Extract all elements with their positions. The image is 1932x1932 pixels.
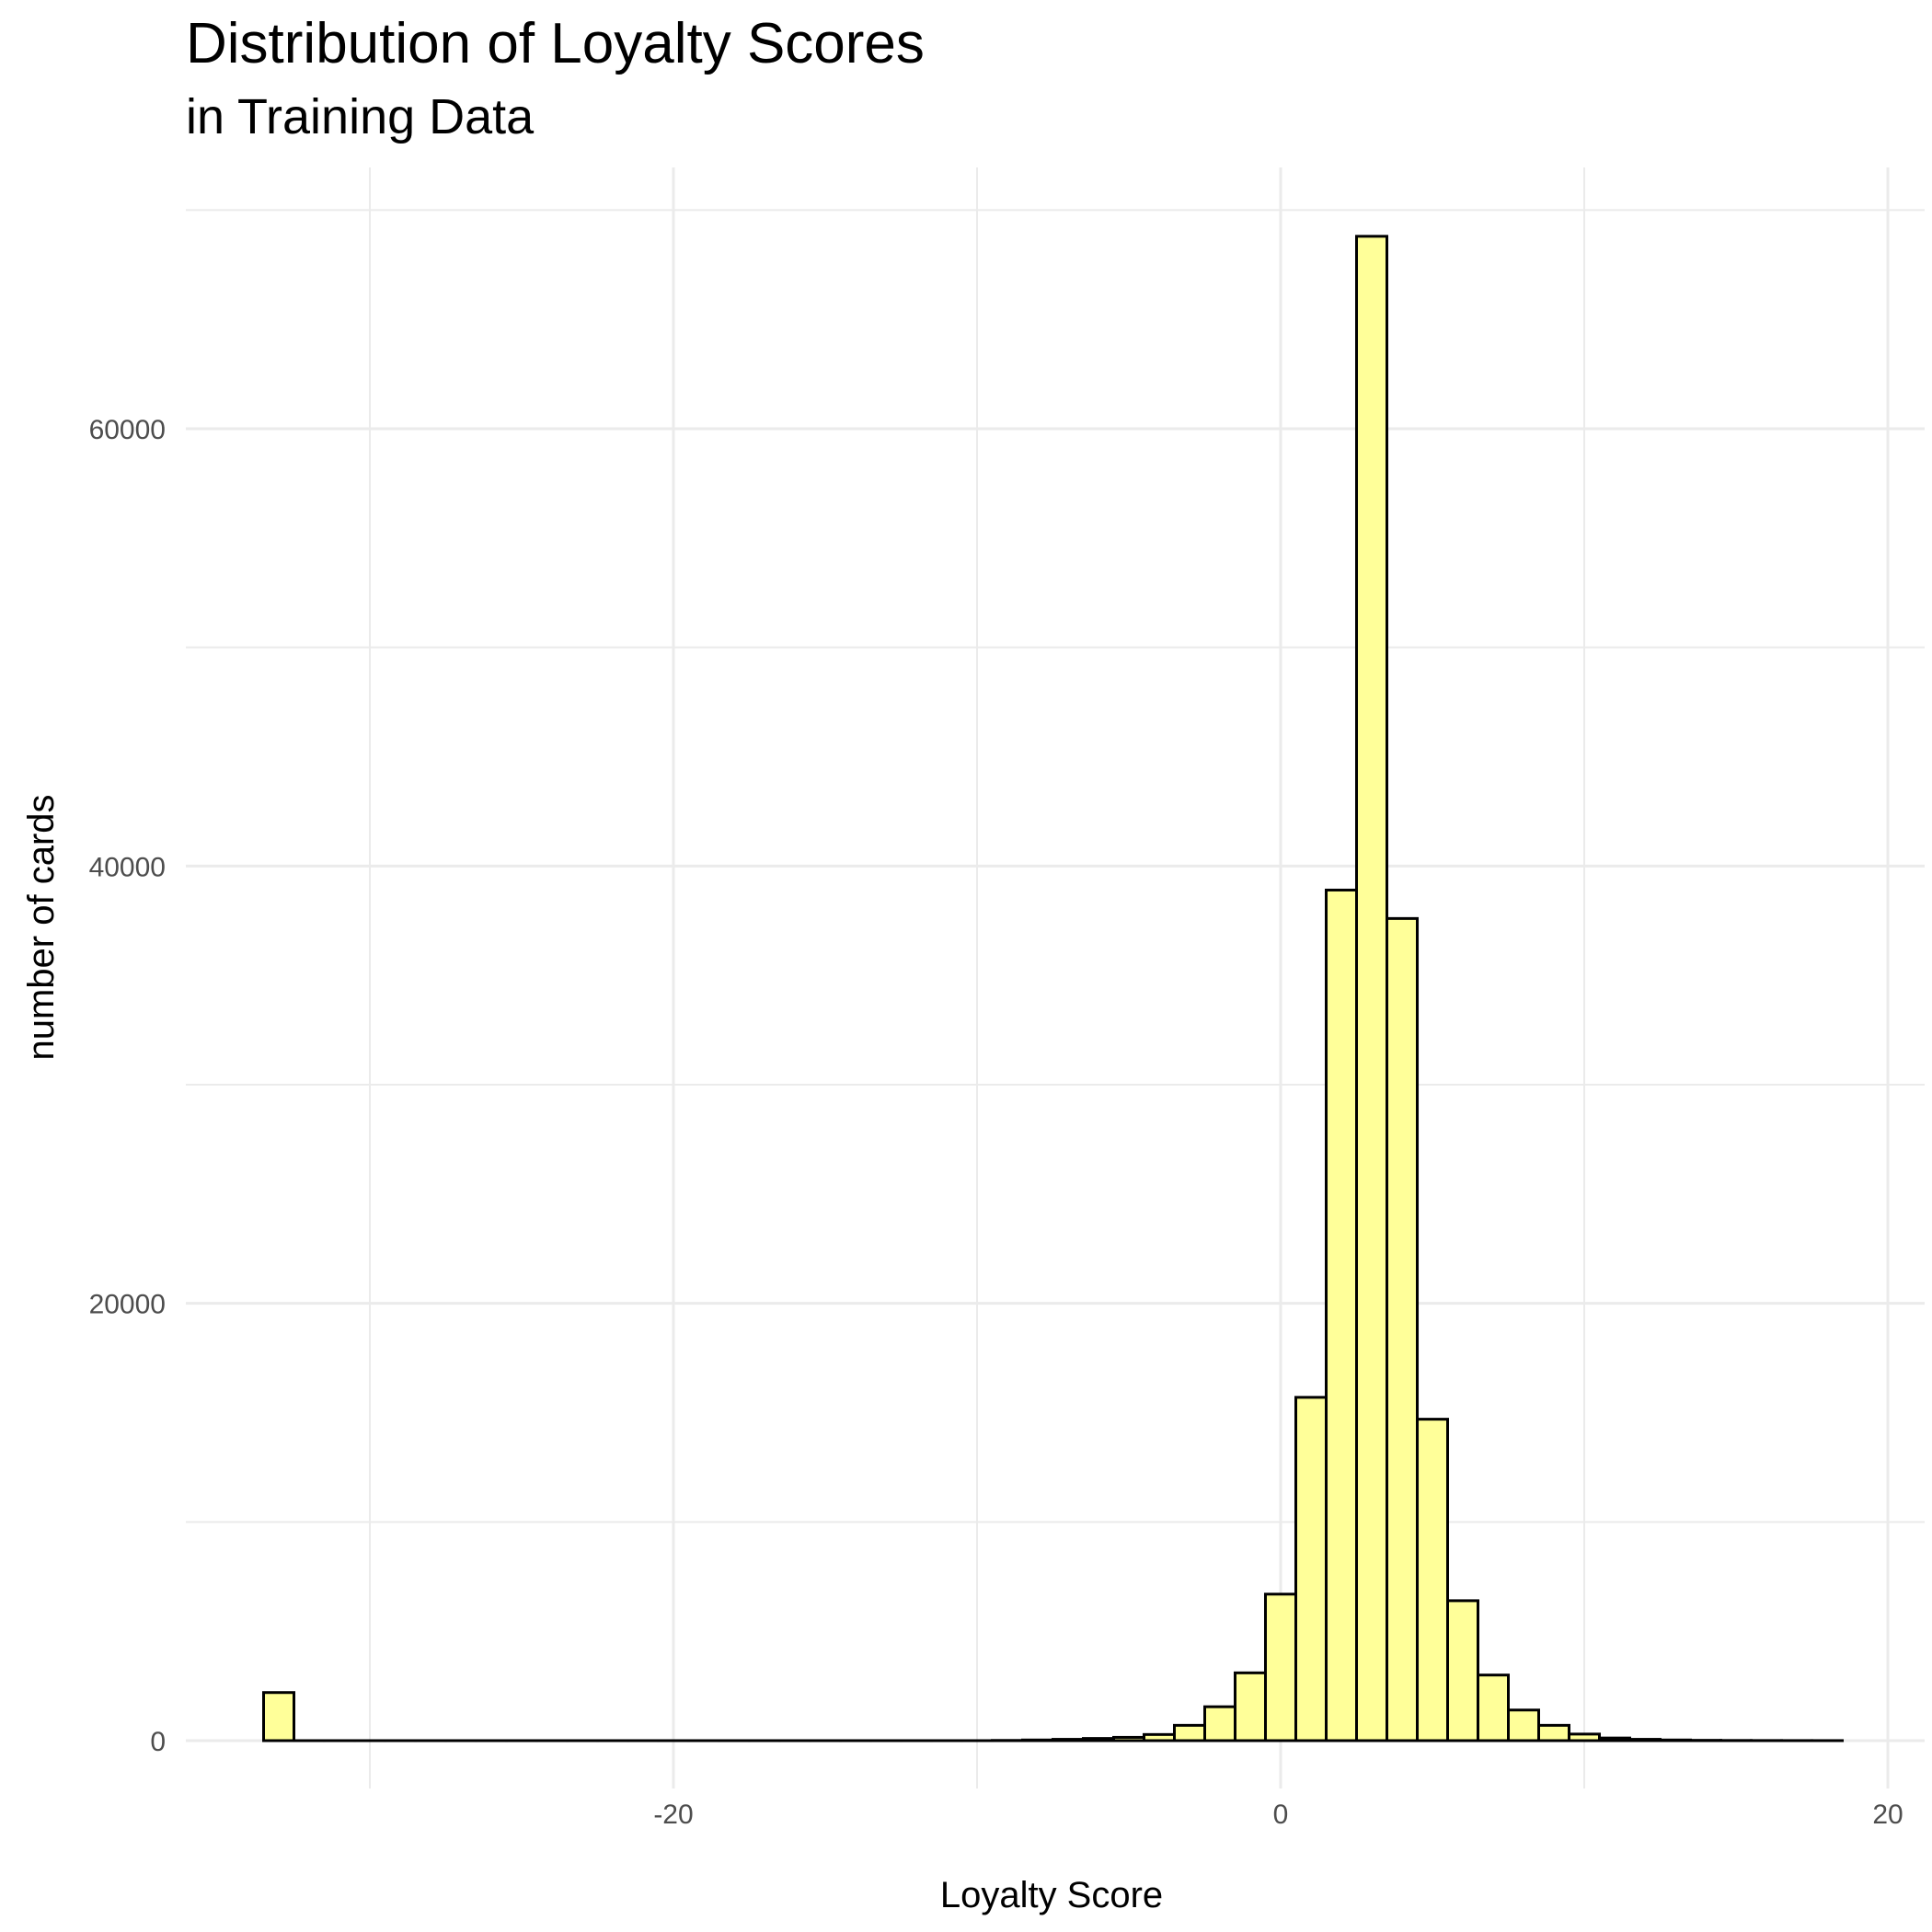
histogram-bar [1507, 1708, 1540, 1742]
histogram-bar [1537, 1723, 1570, 1742]
y-tick-label: 0 [150, 1727, 166, 1757]
histogram-bar [1173, 1723, 1206, 1742]
chart-subtitle: in Training Data [186, 89, 535, 144]
y-tick-label: 20000 [89, 1290, 166, 1320]
histogram-bar [1386, 916, 1419, 1742]
y-axis-label: number of cards [21, 794, 62, 1060]
y-tick-label: 40000 [89, 852, 166, 882]
histogram-bars [262, 235, 1844, 1742]
histogram-bar [262, 1691, 295, 1742]
grid-lines [186, 167, 1925, 1788]
histogram-bar [1203, 1705, 1236, 1742]
histogram-bar [1264, 1593, 1297, 1742]
chart-title: Distribution of Loyalty Scores [186, 12, 925, 75]
x-tick-label: -20 [653, 1800, 693, 1830]
x-tick-label: 0 [1273, 1800, 1289, 1830]
histogram-bar [1355, 235, 1388, 1742]
x-tick-label: 20 [1872, 1800, 1903, 1830]
histogram-bar [1598, 1736, 1631, 1742]
x-axis-ticks: -20 0 20 [653, 1800, 1903, 1830]
histogram-bar [1234, 1671, 1267, 1742]
histogram-bar [1021, 1738, 1054, 1742]
histogram-bar [1446, 1599, 1479, 1742]
histogram-bar [1628, 1738, 1662, 1742]
histogram-bar [1112, 1735, 1145, 1742]
histogram-bar [1082, 1737, 1115, 1742]
histogram-bar [1477, 1673, 1510, 1742]
histogram-bar [1659, 1738, 1692, 1742]
y-tick-label: 60000 [89, 415, 166, 445]
y-axis-ticks: 0 20000 40000 60000 [89, 415, 166, 1757]
histogram-bar [1416, 1418, 1449, 1742]
histogram-bar [1568, 1732, 1601, 1742]
x-axis-label: Loyalty Score [940, 1875, 1163, 1915]
histogram-bar [1325, 888, 1358, 1742]
histogram-bar [1052, 1738, 1085, 1742]
histogram-bar [1143, 1732, 1176, 1742]
histogram-bar [1294, 1396, 1328, 1742]
